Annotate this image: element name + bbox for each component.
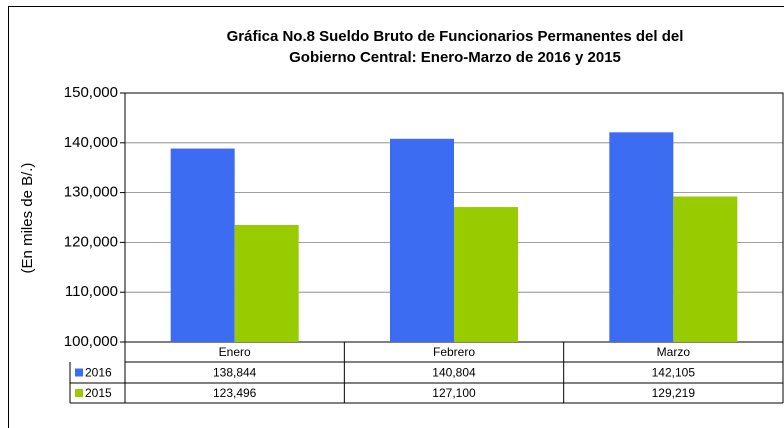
y-tick-label: 140,000 <box>64 134 118 151</box>
x-tick-label: Marzo <box>657 345 691 359</box>
table-value: 123,496 <box>213 386 257 400</box>
y-tick-label: 150,000 <box>64 84 118 101</box>
y-tick-label: 100,000 <box>64 333 118 350</box>
y-tick-label: 130,000 <box>64 184 118 201</box>
legend-label: 2015 <box>85 386 112 400</box>
table-value: 138,844 <box>213 366 257 380</box>
legend-label: 2016 <box>85 366 112 380</box>
table-value: 129,219 <box>652 386 696 400</box>
chart-title: Gobierno Central: Enero-Marzo de 2016 y … <box>289 49 621 66</box>
bar <box>454 207 518 342</box>
legend-swatch <box>75 368 83 377</box>
bar <box>234 224 299 342</box>
legend-swatch <box>75 389 83 397</box>
bar <box>170 148 235 342</box>
x-tick-label: Enero <box>219 345 251 359</box>
table-value: 127,100 <box>432 386 476 400</box>
bar <box>609 132 674 342</box>
y-axis-label: (En miles de B/.) <box>19 163 36 274</box>
y-tick-label: 120,000 <box>64 233 118 250</box>
bar <box>390 138 454 342</box>
table-value: 140,804 <box>432 366 476 380</box>
chart-title: Gráfica No.8 Sueldo Bruto de Funcionario… <box>227 28 684 45</box>
x-tick-label: Febrero <box>433 345 475 359</box>
y-tick-label: 110,000 <box>65 283 118 300</box>
table-value: 142,105 <box>652 366 696 380</box>
bar <box>673 196 738 342</box>
